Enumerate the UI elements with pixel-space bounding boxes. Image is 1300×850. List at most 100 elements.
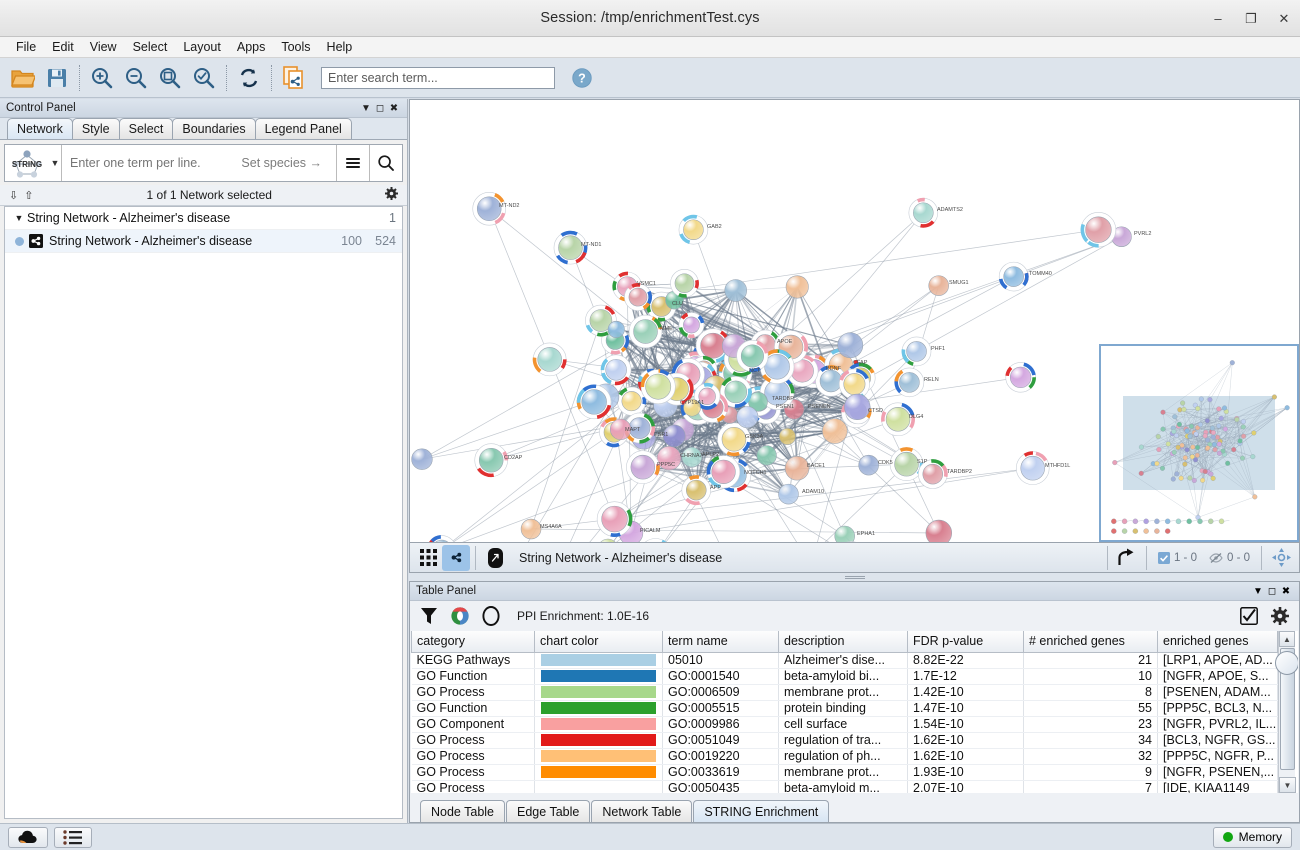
export-network-icon[interactable]	[1113, 545, 1141, 571]
tab-style[interactable]: Style	[71, 118, 120, 139]
menu-tools[interactable]: Tools	[281, 40, 311, 54]
pan-tool-icon[interactable]	[1267, 545, 1295, 571]
zoom-fit-network-icon[interactable]	[187, 61, 221, 95]
enrichment-table-container[interactable]: category chart color term name descripti…	[411, 631, 1298, 793]
table-row[interactable]: GO Process GO:0019220 regulation of ph... 1…	[411, 748, 1278, 765]
table-panel-toolbar: PPI Enrichment: 1.0E-16	[410, 601, 1299, 631]
float-panel-icon[interactable]: ◻	[1267, 585, 1277, 597]
select-all-checkbox-icon[interactable]	[1238, 604, 1260, 628]
string-logo-icon[interactable]: STRING	[5, 145, 49, 181]
close-button[interactable]: ✕	[1278, 10, 1290, 26]
panel-splitter[interactable]	[409, 573, 1300, 581]
gear-icon[interactable]	[382, 187, 401, 203]
table-row[interactable]: KEGG Pathways 05010 Alzheimer's dise... 8.8…	[411, 652, 1278, 669]
filter-icon[interactable]	[418, 604, 440, 628]
tree-row[interactable]: ▼ String Network - Alzheimer's disease 1	[5, 207, 402, 230]
zoom-fit-selected-icon[interactable]	[153, 61, 187, 95]
maximize-button[interactable]: ❐	[1245, 10, 1257, 26]
cell-description: beta-amyloid m...	[778, 780, 908, 793]
column-header-enriched-genes[interactable]: enriched genes	[1157, 631, 1278, 653]
string-species-caret-icon[interactable]: ▼	[50, 158, 60, 168]
float-panel-icon[interactable]: ◻	[375, 102, 385, 114]
detach-view-icon[interactable]	[481, 545, 509, 571]
selected-node-count[interactable]: 1 - 0	[1152, 551, 1203, 564]
minimize-button[interactable]: –	[1214, 11, 1222, 26]
memory-status-button[interactable]: Memory	[1212, 826, 1292, 848]
string-search-icon[interactable]	[370, 145, 402, 181]
tree-row[interactable]: String Network - Alzheimer's disease 100…	[5, 230, 402, 253]
zoom-in-icon[interactable]	[85, 61, 119, 95]
chevron-down-icon[interactable]: ▼	[1253, 585, 1263, 597]
close-panel-icon[interactable]: ✖	[1281, 585, 1291, 597]
search-input[interactable]	[321, 66, 555, 89]
expand-all-icon[interactable]: ⇧	[24, 189, 34, 202]
menu-edit[interactable]: Edit	[52, 40, 74, 54]
save-icon[interactable]	[40, 61, 74, 95]
column-header-fdr-p-value[interactable]: FDR p-value	[907, 631, 1024, 653]
grid-view-icon[interactable]	[414, 545, 442, 571]
collapse-all-icon[interactable]: ⇩	[9, 189, 19, 202]
network-view[interactable]: MT-ND2 MT-ND1 VSMC1 GAB2 ADAMTS2 PVRL2 TOMM40 S…	[409, 99, 1300, 543]
tab-edge-table[interactable]: Edge Table	[506, 800, 591, 822]
table-row[interactable]: GO Component GO:0009986 cell surface 1.54E-…	[411, 716, 1278, 733]
list-icon[interactable]	[54, 826, 92, 848]
tab-boundaries[interactable]: Boundaries	[172, 118, 256, 139]
column-header-num-enriched-genes[interactable]: # enriched genes	[1023, 631, 1158, 653]
table-row[interactable]: GO Function GO:0001540 beta-amyloid bi... 1…	[411, 668, 1278, 685]
tab-node-table[interactable]: Node Table	[420, 800, 506, 822]
expand-triangle-icon[interactable]: ▼	[14, 213, 24, 223]
network-view-icon[interactable]	[442, 544, 470, 571]
set-species-link[interactable]: Set species →	[241, 156, 322, 170]
tab-network[interactable]: Network	[7, 118, 73, 139]
close-panel-icon[interactable]: ✖	[389, 102, 399, 114]
help-icon[interactable]: ?	[565, 61, 599, 95]
network-graph-canvas[interactable]	[410, 100, 1299, 543]
gear-icon[interactable]	[1269, 604, 1291, 628]
chart-color-swatch	[541, 702, 656, 714]
hidden-node-count[interactable]: 0 - 0	[1203, 552, 1256, 564]
node-label: PVRL2	[1134, 231, 1152, 237]
table-vertical-scrollbar[interactable]: ▲ ▼	[1275, 631, 1298, 793]
column-header-category[interactable]: category	[411, 631, 535, 653]
menu-view[interactable]: View	[89, 40, 117, 54]
network-name: String Network - Alzheimer's disease	[49, 234, 253, 248]
network-overview-minimap[interactable]	[1099, 344, 1299, 542]
menu-apps[interactable]: Apps	[236, 40, 266, 54]
open-folder-icon[interactable]	[6, 61, 40, 95]
column-header-term-name[interactable]: term name	[662, 631, 779, 653]
scroll-up-arrow-icon[interactable]: ▲	[1279, 631, 1295, 647]
string-options-menu-icon[interactable]	[337, 145, 369, 181]
menu-file[interactable]: File	[16, 40, 37, 54]
zoom-out-icon[interactable]	[119, 61, 153, 95]
hidden-eye-icon	[1209, 552, 1223, 563]
table-row[interactable]: GO Process GO:0033619 membrane prot... 1.93…	[411, 764, 1278, 781]
column-header-description[interactable]: description	[778, 631, 908, 653]
tab-legend-panel[interactable]: Legend Panel	[254, 118, 352, 139]
divider-3	[1145, 545, 1147, 570]
menu-help[interactable]: Help	[326, 40, 353, 54]
menu-layout[interactable]: Layout	[183, 40, 221, 54]
cell-category: GO Process	[411, 684, 535, 701]
tab-network-table[interactable]: Network Table	[591, 800, 693, 822]
table-row[interactable]: GO Process GO:0051049 regulation of tra...…	[411, 732, 1278, 749]
color-palette-icon[interactable]	[449, 604, 471, 628]
divider-4	[1261, 545, 1262, 570]
donut-chart-icon[interactable]	[480, 604, 502, 628]
new-network-from-selection-icon[interactable]	[277, 61, 311, 95]
tab-string-enrichment[interactable]: STRING Enrichment	[693, 800, 830, 822]
network-nodes[interactable]	[411, 191, 1132, 543]
menu-select[interactable]: Select	[132, 40, 168, 54]
refresh-icon[interactable]	[232, 61, 266, 95]
table-row[interactable]: GO Function GO:0005515 protein binding 1.47…	[411, 700, 1278, 717]
cell-fdr-p-value: 1.62E-10	[907, 748, 1024, 765]
tab-select[interactable]: Select	[118, 118, 174, 139]
cloud-icon[interactable]	[8, 826, 48, 848]
table-row[interactable]: GO Process GO:0050435 beta-amyloid m... 2.0…	[411, 780, 1278, 793]
chevron-down-icon[interactable]: ▼	[361, 102, 371, 114]
scroll-down-arrow-icon[interactable]: ▼	[1279, 777, 1296, 793]
scrollbar-thumb[interactable]	[1280, 648, 1295, 770]
table-row[interactable]: GO Process GO:0006509 membrane prot... 1.42…	[411, 684, 1278, 701]
column-header-chart-color[interactable]: chart color	[534, 631, 663, 653]
chart-color-swatch	[541, 654, 656, 666]
string-term-input[interactable]	[62, 156, 242, 170]
